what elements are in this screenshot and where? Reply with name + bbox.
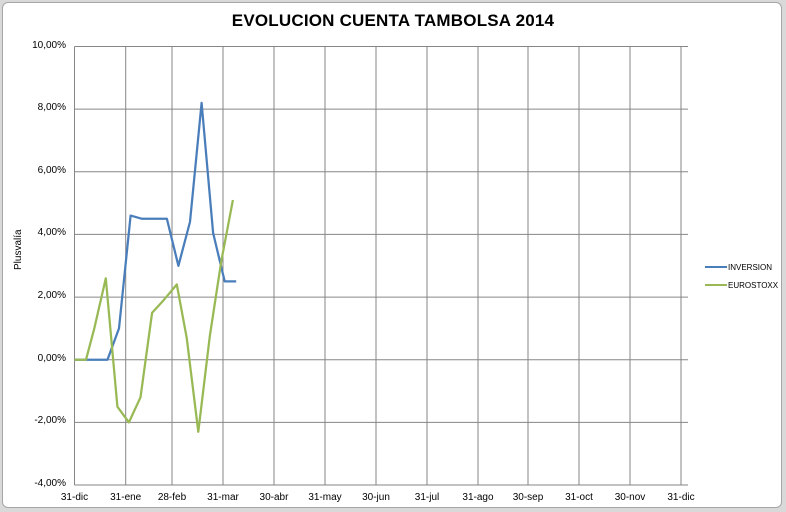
- y-tick-label: 6,00%: [37, 164, 66, 176]
- y-tick-label: -4,00%: [34, 478, 66, 489]
- series-lines: [74, 101, 237, 433]
- legend-label-eurostoxx: EUROSTOXX: [728, 280, 779, 290]
- series-line-eurostoxx: [74, 199, 235, 433]
- y-tick-label: 4,00%: [37, 227, 66, 239]
- y-tick-label: -2,00%: [34, 415, 66, 427]
- x-tick-label: 30-abr: [259, 492, 289, 503]
- x-tick-label: 30-nov: [614, 492, 646, 503]
- y-tick-label: 10,00%: [32, 39, 66, 51]
- x-tick-label: 30-sep: [512, 492, 544, 503]
- x-tick-label: 31-jul: [414, 492, 440, 503]
- y-tick-label: 8,00%: [37, 102, 66, 114]
- x-tick-label: 28-feb: [157, 492, 187, 503]
- legend-swatch-eurostoxx: [705, 284, 727, 286]
- x-tick-label: 31-dic: [667, 492, 695, 503]
- x-tick-label: 30-jun: [362, 492, 390, 503]
- legend-item-eurostoxx: EUROSTOXX: [705, 276, 778, 294]
- chart-title: EVOLUCION CUENTA TAMBOLSA 2014: [231, 11, 555, 30]
- x-tick-label: 31-dic: [60, 492, 89, 503]
- legend-label-inversion: INVERSION: [728, 262, 773, 272]
- x-tick-label: 31-mar: [207, 492, 239, 503]
- legend-item-inversion: INVERSION: [705, 258, 778, 276]
- x-tick-label: 31-may: [308, 492, 342, 503]
- x-tick-label: 31-ene: [110, 492, 142, 503]
- x-tick-label: 31-ago: [462, 492, 494, 503]
- gridlines: [74, 46, 688, 486]
- y-tick-label: 0,00%: [37, 352, 66, 364]
- series-line-inversion: [74, 101, 237, 361]
- legend-swatch-inversion: [705, 266, 727, 268]
- y-tick-label: 2,00%: [37, 290, 66, 302]
- x-tick-label: 31-oct: [565, 492, 593, 503]
- legend: INVERSION EUROSTOXX: [705, 258, 778, 294]
